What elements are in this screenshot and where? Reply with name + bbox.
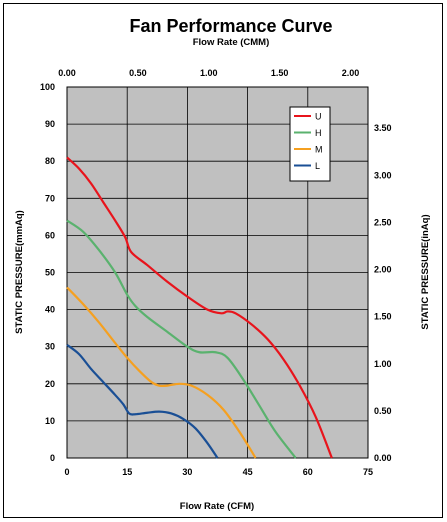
right-tick-label: 1.00 [374, 359, 392, 369]
legend-label: M [315, 145, 323, 155]
y-tick-label: 50 [45, 268, 55, 278]
y-tick-label: 100 [40, 82, 55, 92]
series-line-h [66, 219, 297, 459]
y-tick-label: 0 [50, 453, 55, 463]
y-tick-label: 20 [45, 379, 55, 389]
right-tick-label: 0.00 [374, 453, 392, 463]
legend-label: U [315, 112, 322, 122]
top-tick-label: 1.50 [271, 68, 289, 78]
series-lines [66, 156, 333, 459]
chart-subtitle: Flow Rate (CMM) [193, 37, 270, 48]
x-tick-label: 75 [363, 467, 373, 477]
x-tick-label: 45 [243, 467, 253, 477]
series-line-l [66, 343, 219, 459]
x-tick-label: 0 [64, 467, 69, 477]
series-line-m [66, 286, 257, 459]
y-tick-label: 80 [45, 156, 55, 166]
x-tick-label: 60 [303, 467, 313, 477]
right-tick-label: 2.50 [374, 217, 392, 227]
chart-title: Fan Performance Curve [129, 16, 332, 36]
x-tick-label: 30 [182, 467, 192, 477]
y-axis-label-left: STATIC PRESSURE(mmAq) [14, 210, 25, 334]
top-tick-label: 0.00 [58, 68, 76, 78]
x-axis-label: Flow Rate (CFM) [180, 501, 254, 512]
y-tick-label: 30 [45, 342, 55, 352]
y-tick-label: 90 [45, 119, 55, 129]
right-tick-label: 3.00 [374, 170, 392, 180]
right-tick-label: 3.50 [374, 123, 392, 133]
y-tick-label: 60 [45, 230, 55, 240]
y-axis-label-right: STATIC PRESSURE(inAq) [420, 214, 431, 329]
legend-label: L [315, 161, 320, 171]
legend-box [289, 106, 331, 182]
top-tick-label: 2.00 [342, 68, 360, 78]
series-line-u [66, 156, 333, 459]
right-tick-label: 2.00 [374, 265, 392, 275]
legend-label: H [315, 128, 322, 138]
right-tick-label: 0.50 [374, 406, 392, 416]
y-tick-label: 70 [45, 193, 55, 203]
y-tick-label: 40 [45, 305, 55, 315]
top-tick-label: 0.50 [129, 68, 147, 78]
x-tick-label: 15 [122, 467, 132, 477]
right-tick-label: 1.50 [374, 312, 392, 322]
y-tick-label: 10 [45, 416, 55, 426]
top-tick-label: 1.00 [200, 68, 218, 78]
